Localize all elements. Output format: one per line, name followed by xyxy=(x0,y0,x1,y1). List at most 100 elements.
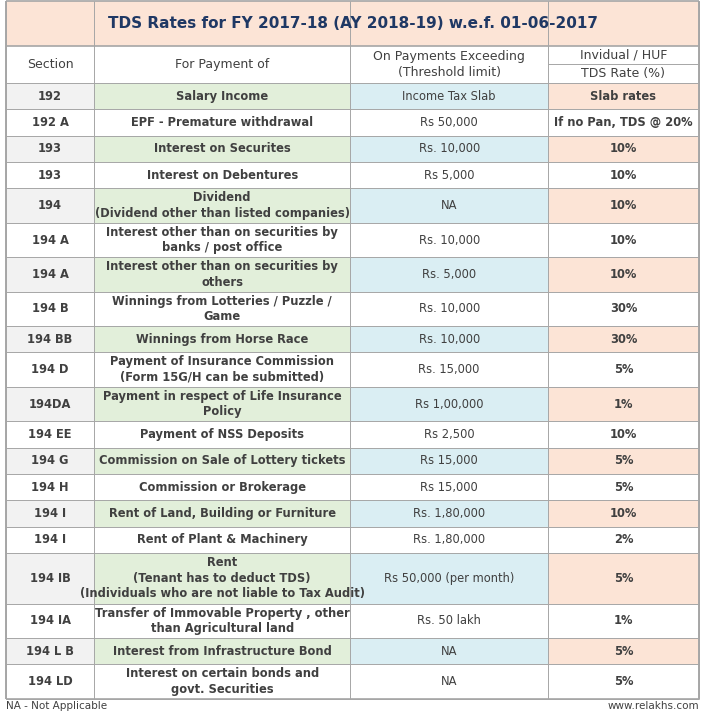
Bar xyxy=(94,604,350,638)
Text: 5%: 5% xyxy=(614,363,633,376)
Bar xyxy=(350,387,548,422)
Bar xyxy=(350,500,548,526)
Text: Interest on Debentures: Interest on Debentures xyxy=(147,169,298,182)
Text: Invidual / HUF: Invidual / HUF xyxy=(580,49,667,61)
Text: 194 A: 194 A xyxy=(32,234,68,247)
Text: 193: 193 xyxy=(38,169,62,182)
Bar xyxy=(94,223,350,257)
Bar xyxy=(94,292,350,326)
Bar xyxy=(94,257,350,292)
Bar xyxy=(6,665,94,699)
Text: Winnings from Lotteries / Puzzle /
Game: Winnings from Lotteries / Puzzle / Game xyxy=(112,295,332,323)
Text: Rs. 50 lakh: Rs. 50 lakh xyxy=(417,614,481,628)
Bar xyxy=(94,665,350,699)
Bar xyxy=(548,553,699,604)
Text: Rs. 1,80,000: Rs. 1,80,000 xyxy=(413,534,485,546)
Text: NA: NA xyxy=(441,675,458,688)
Bar xyxy=(94,553,350,604)
Bar xyxy=(548,665,699,699)
Bar xyxy=(350,422,548,448)
Bar xyxy=(350,162,548,189)
Bar xyxy=(6,292,94,326)
Text: 5%: 5% xyxy=(614,480,633,494)
Text: Rs 15,000: Rs 15,000 xyxy=(420,454,478,467)
Text: 10%: 10% xyxy=(610,143,637,155)
Bar xyxy=(548,162,699,189)
Bar xyxy=(548,109,699,135)
Bar xyxy=(548,526,699,553)
Bar xyxy=(350,135,548,162)
Bar xyxy=(548,448,699,474)
Text: 30%: 30% xyxy=(610,333,637,346)
Text: NA: NA xyxy=(441,199,458,212)
Text: NA: NA xyxy=(441,645,458,657)
Bar xyxy=(548,257,699,292)
Text: 194: 194 xyxy=(38,199,62,212)
Bar xyxy=(6,257,94,292)
Text: Interest on Securites: Interest on Securites xyxy=(154,143,290,155)
Text: 194 EE: 194 EE xyxy=(28,428,72,441)
Bar xyxy=(94,352,350,387)
Bar xyxy=(6,448,94,474)
Bar xyxy=(548,422,699,448)
Text: Rs 1,00,000: Rs 1,00,000 xyxy=(415,397,484,411)
Bar xyxy=(6,109,94,135)
Bar xyxy=(6,352,94,387)
Text: 10%: 10% xyxy=(610,169,637,182)
Bar xyxy=(6,604,94,638)
Bar xyxy=(350,46,548,83)
Bar xyxy=(6,474,94,500)
Bar xyxy=(94,189,350,223)
Bar xyxy=(548,352,699,387)
Text: Rs. 1,80,000: Rs. 1,80,000 xyxy=(413,507,485,520)
Text: 194 H: 194 H xyxy=(31,480,69,494)
Text: 194 L B: 194 L B xyxy=(26,645,74,657)
Bar xyxy=(350,292,548,326)
Text: 10%: 10% xyxy=(610,268,637,281)
Text: www.relakhs.com: www.relakhs.com xyxy=(608,701,699,711)
Text: NA - Not Applicable: NA - Not Applicable xyxy=(6,701,107,711)
Bar xyxy=(94,46,350,83)
Text: Dividend
(Dividend other than listed companies): Dividend (Dividend other than listed com… xyxy=(94,191,350,220)
Bar xyxy=(94,387,350,422)
Text: Rs 50,000: Rs 50,000 xyxy=(420,116,478,129)
Bar xyxy=(94,326,350,352)
Text: Interest other than on securities by
others: Interest other than on securities by oth… xyxy=(106,260,338,289)
Text: Section: Section xyxy=(27,58,73,71)
Text: Rent of Plant & Machinery: Rent of Plant & Machinery xyxy=(137,534,307,546)
Bar xyxy=(548,604,699,638)
Text: Rs 5,000: Rs 5,000 xyxy=(424,169,474,182)
Text: Commission on Sale of Lottery tickets: Commission on Sale of Lottery tickets xyxy=(99,454,345,467)
Text: Salary Income: Salary Income xyxy=(176,90,269,103)
Bar xyxy=(94,526,350,553)
Bar xyxy=(6,189,94,223)
Text: 194 BB: 194 BB xyxy=(27,333,73,346)
Text: 194 LD: 194 LD xyxy=(27,675,73,688)
Text: 10%: 10% xyxy=(610,199,637,212)
Bar xyxy=(6,526,94,553)
Text: Commission or Brokerage: Commission or Brokerage xyxy=(139,480,306,494)
Text: Rs 2,500: Rs 2,500 xyxy=(424,428,474,441)
Bar xyxy=(548,46,699,64)
Bar xyxy=(6,223,94,257)
Text: 5%: 5% xyxy=(614,675,633,688)
Bar xyxy=(6,1,699,46)
Text: On Payments Exceeding
(Threshold limit): On Payments Exceeding (Threshold limit) xyxy=(373,50,525,79)
Text: TDS Rates for FY 2017-18 (AY 2018-19) w.e.f. 01-06-2017: TDS Rates for FY 2017-18 (AY 2018-19) w.… xyxy=(107,16,598,31)
Bar xyxy=(6,500,94,526)
Text: Rs. 5,000: Rs. 5,000 xyxy=(422,268,477,281)
Text: 194 G: 194 G xyxy=(31,454,69,467)
Text: Payment of NSS Deposits: Payment of NSS Deposits xyxy=(140,428,305,441)
Text: 194 B: 194 B xyxy=(32,302,68,315)
Bar xyxy=(6,46,94,83)
Text: Rent
(Tenant has to deduct TDS)
(Individuals who are not liable to Tax Audit): Rent (Tenant has to deduct TDS) (Individ… xyxy=(80,556,364,601)
Bar xyxy=(350,448,548,474)
Bar xyxy=(6,326,94,352)
Text: Winnings from Horse Race: Winnings from Horse Race xyxy=(136,333,308,346)
Bar xyxy=(350,257,548,292)
Bar xyxy=(548,474,699,500)
Bar xyxy=(350,665,548,699)
Text: For Payment of: For Payment of xyxy=(175,58,269,71)
Text: Interest on certain bonds and
govt. Securities: Interest on certain bonds and govt. Secu… xyxy=(125,668,319,696)
Bar xyxy=(548,189,699,223)
